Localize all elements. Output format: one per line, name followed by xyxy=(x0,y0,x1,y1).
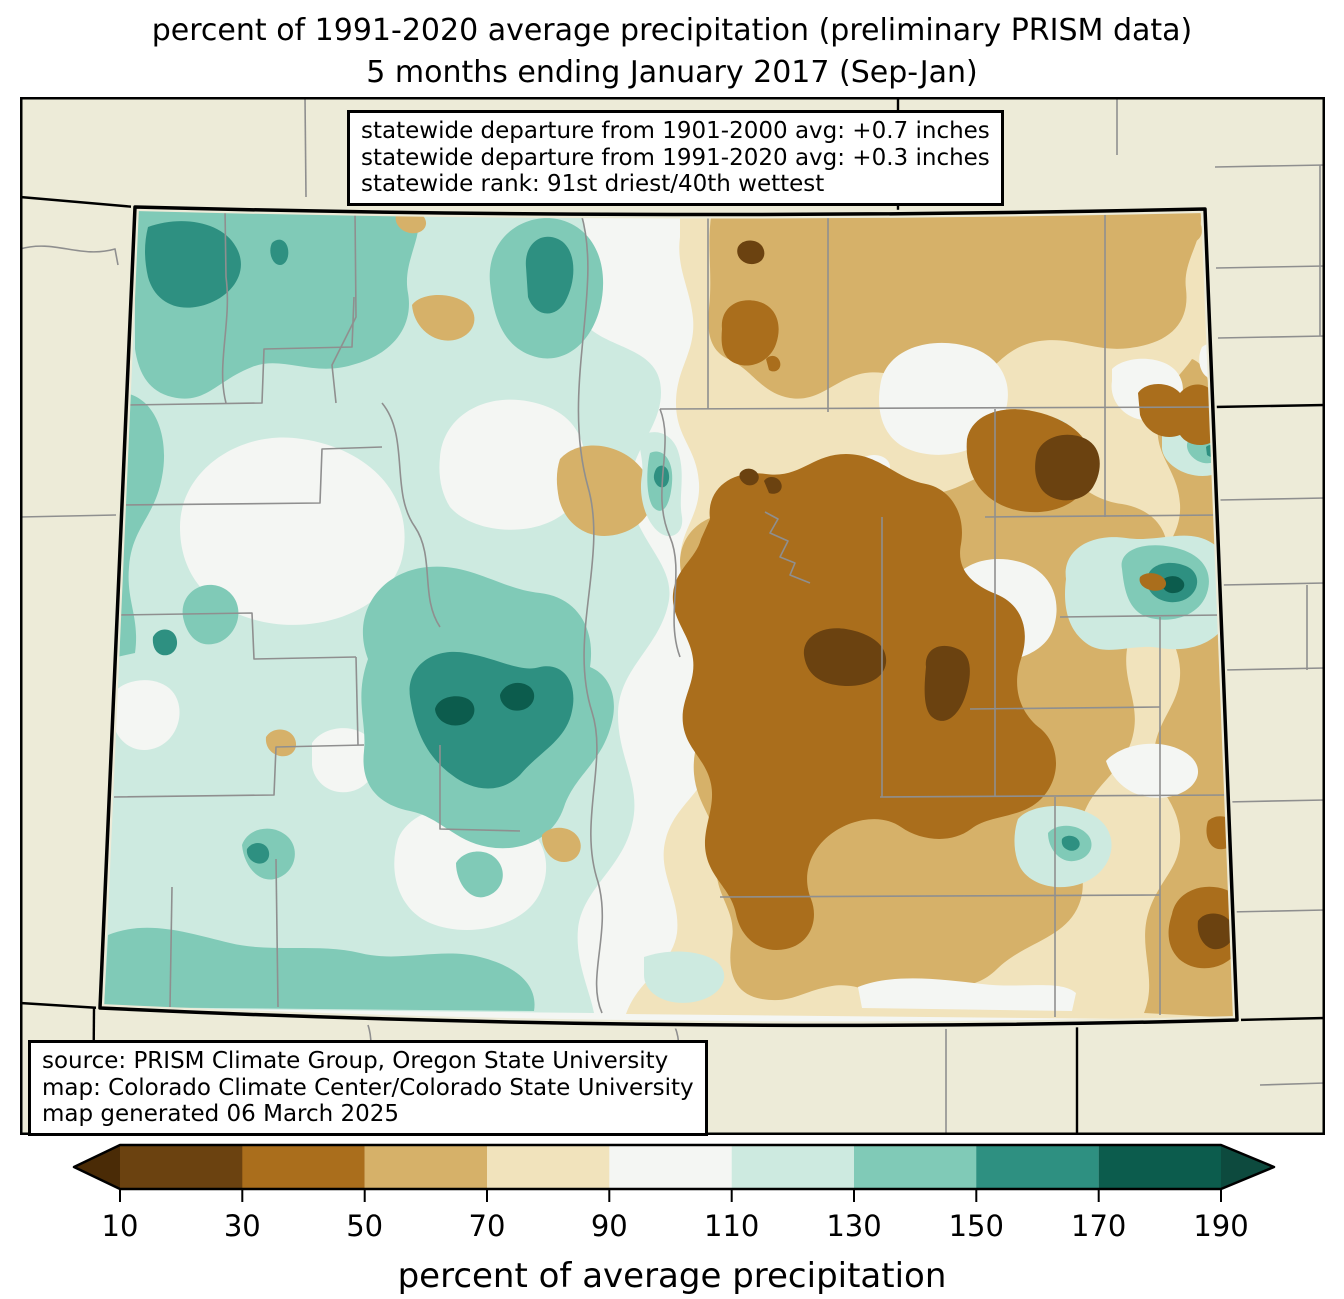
colorbar-tick-labels: 10 30 50 70 90 110 130 150 170 190 xyxy=(102,1209,1249,1243)
colorbar-segment xyxy=(120,1145,243,1189)
colorbar-segment xyxy=(609,1145,732,1189)
colorbar-segment xyxy=(1098,1145,1222,1189)
stats-line-1: statewide departure from 1901-2000 avg: … xyxy=(361,118,990,144)
state-border xyxy=(98,205,1239,1028)
title-line-1: percent of 1991-2020 average precipitati… xyxy=(151,13,1193,48)
colorbar-segment xyxy=(242,1145,365,1189)
colorbar: 10 30 50 70 90 110 130 150 170 190 perce… xyxy=(72,1143,1276,1296)
tick-label: 130 xyxy=(826,1209,881,1243)
colorbar-segment xyxy=(731,1145,855,1189)
tick-label: 50 xyxy=(346,1209,383,1243)
tick-label: 190 xyxy=(1193,1209,1248,1243)
precipitation-contours xyxy=(100,207,1237,1026)
colorbar-axis-label: percent of average precipitation xyxy=(398,1256,947,1296)
stats-box: statewide departure from 1901-2000 avg: … xyxy=(347,110,1004,206)
title-line-2: 5 months ending January 2017 (Sep-Jan) xyxy=(366,55,978,90)
colorado-county-lines xyxy=(113,208,1229,1017)
colorbar-segment xyxy=(976,1145,1099,1189)
source-line-2: map: Colorado Climate Center/Colorado St… xyxy=(42,1074,694,1101)
tick-label: 10 xyxy=(102,1209,139,1243)
stats-line-3: statewide rank: 91st driest/40th wettest xyxy=(361,171,825,197)
tick-label: 30 xyxy=(224,1209,261,1243)
source-box: source: PRISM Climate Group, Oregon Stat… xyxy=(28,1040,708,1136)
source-line-3: map generated 06 March 2025 xyxy=(42,1101,400,1127)
colorbar-arrow-left xyxy=(74,1145,120,1189)
colorbar-ticks xyxy=(119,1189,1222,1202)
colorbar-segment xyxy=(854,1145,977,1189)
tick-label: 150 xyxy=(949,1209,1004,1243)
colorbar-segments xyxy=(72,1143,1276,1191)
figure-title: percent of 1991-2020 average precipitati… xyxy=(0,10,1344,94)
tick-label: 110 xyxy=(704,1209,759,1243)
tick-label: 170 xyxy=(1071,1209,1126,1243)
colorado-precipitation-map xyxy=(20,97,1325,1135)
source-line-1: source: PRISM Climate Group, Oregon Stat… xyxy=(42,1048,669,1074)
colorbar-segment xyxy=(487,1145,610,1189)
tick-label: 90 xyxy=(591,1209,628,1243)
tick-label: 70 xyxy=(469,1209,506,1243)
colorbar-segment xyxy=(364,1145,488,1189)
colorbar-arrow-right xyxy=(1221,1145,1274,1189)
stats-line-2: statewide departure from 1991-2020 avg: … xyxy=(361,144,990,171)
neighbor-county-lines xyxy=(20,97,1325,1135)
